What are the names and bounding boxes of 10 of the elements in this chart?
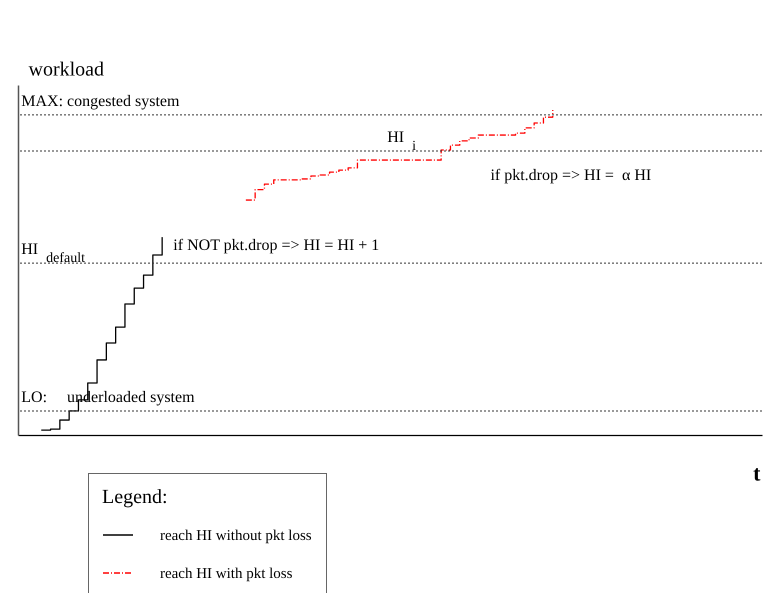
ref-line-label: MAX: congested system	[21, 92, 180, 110]
legend-label: reach HI without pkt loss	[160, 528, 312, 544]
text: HI i	[387, 128, 416, 154]
text: HI default	[21, 241, 86, 266]
legend-label: reach HI with pkt loss	[160, 566, 293, 582]
annotation: if NOT pkt.drop => HI = HI + 1	[173, 236, 380, 254]
x-axis-title: t	[753, 460, 762, 486]
annotation: if pkt.drop => HI = α HI	[490, 167, 652, 184]
legend-title: Legend:	[102, 486, 168, 508]
y-axis-title: workload	[28, 58, 104, 80]
